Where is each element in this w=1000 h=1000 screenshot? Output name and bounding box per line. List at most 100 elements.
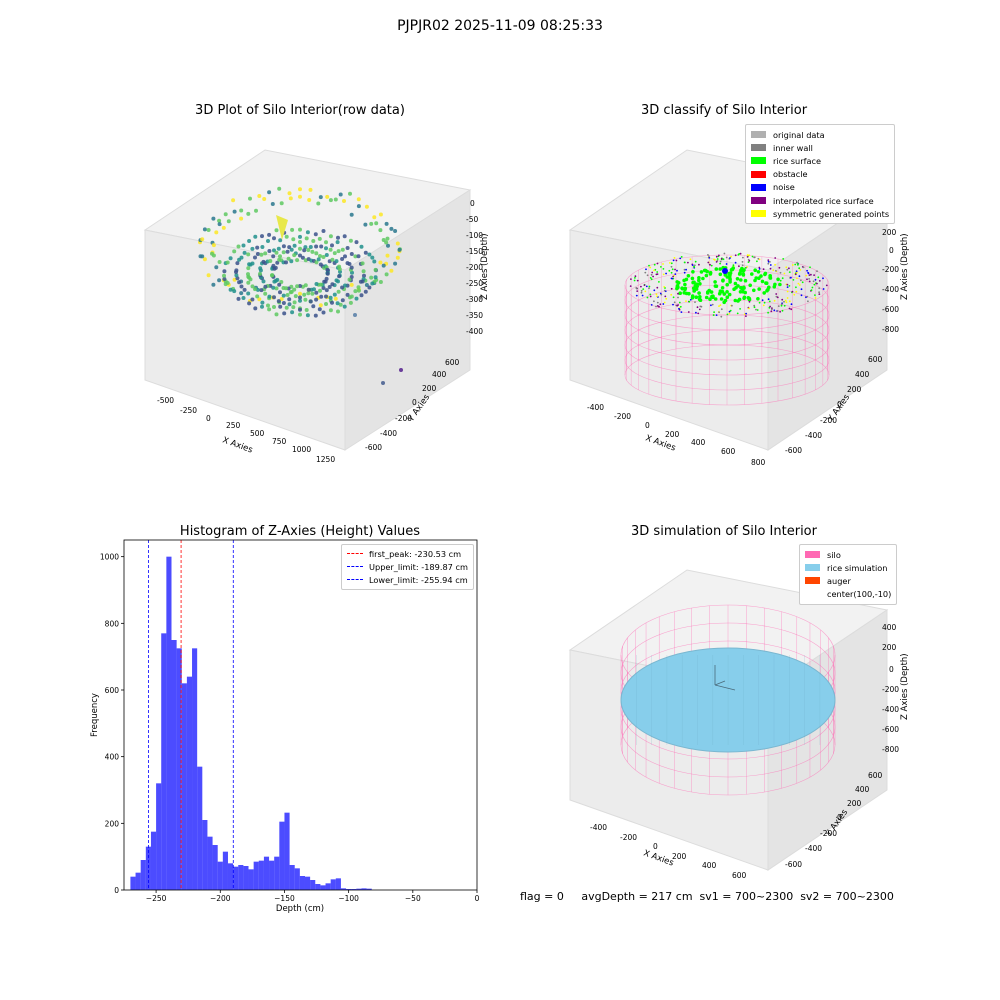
data-point [289, 247, 294, 252]
classified-point [743, 278, 748, 283]
classified-point [683, 282, 687, 287]
legend-label: first_peak: -230.53 cm [369, 548, 462, 559]
classified-point [710, 294, 714, 299]
z-tick: -200 [466, 263, 483, 272]
data-point [287, 302, 292, 307]
data-point [272, 279, 277, 284]
classified-point [725, 282, 729, 287]
classified-point [728, 273, 732, 278]
z-tick: 0 [470, 199, 475, 208]
data-point [321, 229, 326, 233]
classified-point [656, 286, 659, 289]
data-point [330, 282, 335, 287]
classified-point [723, 252, 726, 255]
z-axis-ticks: 0 -50 -100 -150 -200 -250 -300 -350 -400 [466, 199, 483, 336]
classified-point [799, 269, 802, 271]
z-tick: -200 [882, 265, 899, 274]
classified-point [635, 287, 638, 289]
classified-point [816, 270, 818, 273]
legend-label: auger [827, 575, 851, 586]
x-axis-label: X Axies [642, 848, 675, 868]
data-point [360, 261, 365, 266]
classified-point [692, 289, 696, 293]
classified-point [755, 308, 757, 311]
classified-point [756, 297, 760, 301]
data-point [302, 292, 307, 297]
data-point [286, 256, 291, 261]
z-tick: -800 [882, 745, 899, 754]
data-point [239, 291, 244, 296]
classified-point [656, 295, 658, 298]
classified-point [750, 272, 754, 276]
classified-point [720, 289, 725, 294]
y-tick: -200 [820, 829, 837, 838]
classified-point [816, 282, 818, 285]
classified-point [692, 280, 696, 285]
y-tick: 0 [837, 813, 842, 822]
classified-point [648, 264, 650, 267]
classified-point [747, 296, 752, 301]
data-point [321, 255, 326, 259]
classified-point [670, 293, 673, 296]
classified-point [778, 266, 781, 269]
data-point [232, 289, 237, 294]
histogram-bar [227, 863, 234, 890]
classified-point [653, 269, 655, 272]
data-point [200, 237, 205, 242]
classified-point [653, 263, 656, 266]
raw-data-points [198, 186, 403, 385]
data-point [210, 251, 214, 256]
classified-point [685, 268, 687, 271]
data-point [343, 283, 347, 288]
data-point [342, 199, 346, 203]
z-tick: -800 [882, 325, 899, 334]
data-point [281, 286, 286, 290]
classified-point [668, 269, 671, 272]
histogram-bar [253, 861, 259, 890]
classified-point [656, 305, 659, 307]
histogram-bar [161, 633, 167, 890]
classified-point [741, 261, 744, 263]
data-point [217, 218, 222, 223]
data-point [370, 255, 375, 260]
data-point [298, 291, 302, 296]
data-point [292, 253, 297, 258]
data-point [285, 293, 290, 297]
data-point [313, 313, 318, 318]
classified-point [780, 303, 783, 306]
classified-point [788, 267, 790, 270]
classified-point [791, 264, 794, 266]
classified-point [774, 257, 777, 259]
data-point [356, 254, 361, 259]
classified-point [719, 304, 722, 306]
y-axis-ticks: -600 -400 -200 0 200 400 600 [365, 358, 460, 452]
classified-point [650, 278, 653, 281]
data-point [314, 251, 319, 256]
data-point [316, 201, 321, 206]
classified-point [753, 304, 756, 307]
data-point [324, 294, 328, 299]
classified-point [670, 271, 673, 274]
classified-point [710, 304, 712, 307]
classified-point [758, 268, 761, 270]
classified-point [715, 261, 718, 263]
data-point [324, 302, 328, 306]
data-point [202, 227, 207, 232]
classified-point [742, 256, 744, 259]
classified-point [795, 270, 798, 273]
classified-point [775, 295, 778, 298]
classified-point [670, 262, 673, 265]
classified-point [644, 271, 647, 274]
legend-label: center(100,-10) [827, 589, 892, 600]
classified-point [664, 295, 667, 298]
data-point [258, 271, 262, 276]
data-point [347, 277, 352, 282]
simulation-plot-title: 3D simulation of Silo Interior [631, 524, 817, 539]
data-point [369, 275, 374, 280]
data-point [308, 299, 313, 304]
classified-point [640, 285, 642, 288]
classified-point [729, 257, 731, 259]
classified-point [679, 257, 682, 260]
legend-swatch [751, 210, 766, 218]
classified-point [670, 277, 673, 280]
